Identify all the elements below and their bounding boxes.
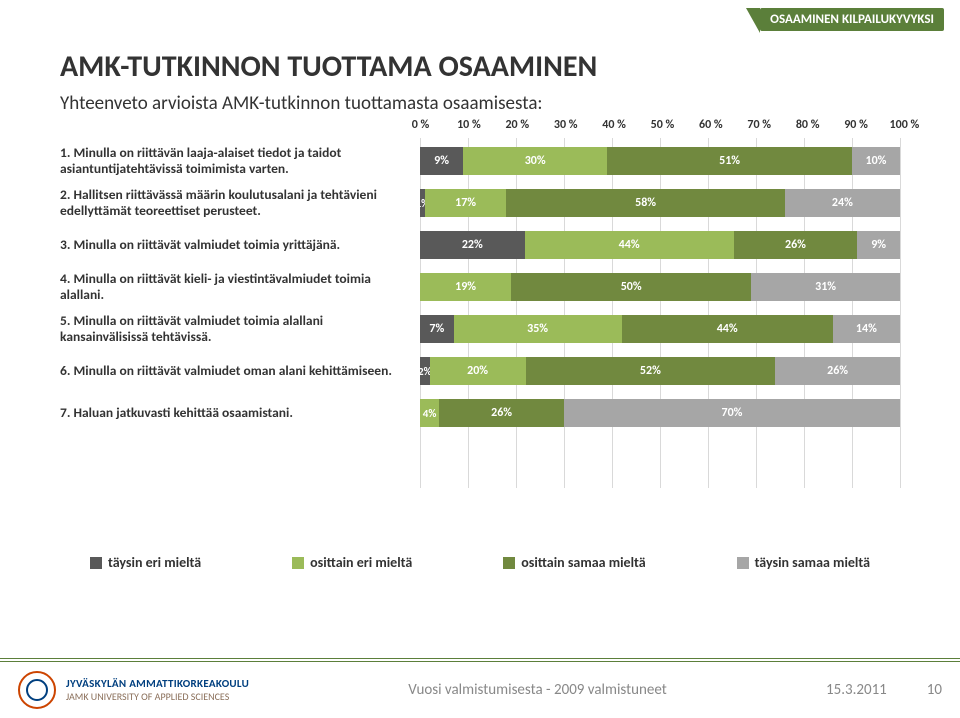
legend-item: osittain eri mieltä (292, 554, 412, 571)
slide: OSAAMINEN KILPAILUKYVYKSI AMK-TUTKINNON … (0, 0, 960, 718)
footer-org-line2: JAMK UNIVERSITY OF APPLIED SCIENCES (66, 691, 249, 702)
slide-subtitle: Yhteenveto arvioista AMK-tutkinnon tuott… (60, 92, 543, 115)
bar-segment: 26% (439, 399, 564, 427)
footer-org-name: JYVÄSKYLÄN AMMATTIKORKEAKOULU JAMK UNIVE… (66, 678, 249, 701)
stacked-bar-chart: 0 % 10 % 20 % 30 % 40 % 50 % 60 % 70 % 80 % 90 % 1… (60, 118, 900, 538)
x-axis-tick: 100 % (887, 118, 922, 138)
bar-segment: 9% (857, 231, 900, 259)
bar-segment: 14% (833, 315, 900, 343)
slide-footer: JYVÄSKYLÄN AMMATTIKORKEAKOULU JAMK UNIVE… (0, 658, 960, 718)
bar-segment: 52% (526, 357, 776, 385)
bar-segment: 31% (751, 273, 900, 301)
x-axis-tick: 50 % (645, 118, 680, 138)
footer-caption: Vuosi valmistumisesta - 2009 valmistunee… (408, 681, 666, 699)
bar-segment: 44% (525, 231, 734, 259)
x-axis-labels: 0 %10 %20 %30 %40 %50 %60 %70 %80 %90 %1… (420, 118, 900, 138)
bar-segment: 4% (420, 399, 439, 427)
legend-item: osittain samaa mieltä (503, 554, 645, 571)
bar-segment: 24% (785, 189, 900, 217)
bar-track: 2%20%52%26% (420, 357, 900, 385)
legend-item: täysin samaa mieltä (737, 554, 870, 571)
x-axis-tick: 40 % (597, 118, 632, 138)
legend-swatch (90, 557, 102, 569)
bar-segment: 51% (607, 147, 852, 175)
x-axis-tick: 10 % (451, 118, 486, 138)
x-axis-tick: 20 % (500, 118, 535, 138)
bar-segment: 44% (622, 315, 833, 343)
bar-segment: 19% (420, 273, 511, 301)
footer-logo-block: JYVÄSKYLÄN AMMATTIKORKEAKOULU JAMK UNIVE… (18, 671, 249, 709)
chart-row: 3. Minulla on riittävät valmiudet toimia… (60, 228, 900, 262)
bar-segment: 20% (430, 357, 526, 385)
footer-page-number: 10 (927, 681, 942, 699)
bar-segment: 2% (420, 357, 430, 385)
legend-label: täysin samaa mieltä (755, 554, 870, 571)
bar-track: 7%35%44%14% (420, 315, 900, 343)
bar-segment: 9% (420, 147, 463, 175)
row-label: 6. Minulla on riittävät valmiudet oman a… (60, 363, 420, 379)
legend-item: täysin eri mieltä (90, 554, 201, 571)
slide-title: AMK-TUTKINNON TUOTTAMA OSAAMINEN (60, 48, 597, 85)
chart-row: 2. Hallitsen riittävässä määrin koulutus… (60, 186, 900, 220)
header-badge: OSAAMINEN KILPAILUKYVYKSI (760, 8, 944, 31)
x-axis-tick: 60 % (693, 118, 728, 138)
bar-segment: 58% (506, 189, 784, 217)
bar-segment: 50% (511, 273, 751, 301)
footer-org-line1: JYVÄSKYLÄN AMMATTIKORKEAKOULU (66, 678, 249, 690)
row-label: 7. Haluan jatkuvasti kehittää osaamistan… (60, 405, 420, 421)
bar-segment: 26% (775, 357, 900, 385)
chart-row: 5. Minulla on riittävät valmiudet toimia… (60, 312, 900, 346)
bar-track: 1%17%58%24% (420, 189, 900, 217)
x-axis-tick: 70 % (742, 118, 777, 138)
legend-swatch (503, 557, 515, 569)
bar-track: 9%30%51%10% (420, 147, 900, 175)
x-axis-tick: 80 % (790, 118, 825, 138)
legend-swatch (737, 557, 749, 569)
bar-segment: 70% (564, 399, 900, 427)
bar-track: 22%44%26%9% (420, 231, 900, 259)
bar-track: 19%50%31% (420, 273, 900, 301)
jamk-logo-icon (18, 671, 56, 709)
legend-swatch (292, 557, 304, 569)
row-label: 2. Hallitsen riittävässä määrin koulutus… (60, 187, 420, 218)
x-axis-tick: 90 % (839, 118, 874, 138)
row-label: 5. Minulla on riittävät valmiudet toimia… (60, 313, 420, 344)
bar-segment: 26% (734, 231, 858, 259)
bar-track: 4%26%70% (420, 399, 900, 427)
bar-segment: 10% (852, 147, 900, 175)
chart-row: 1. Minulla on riittävän laaja-alaiset ti… (60, 144, 900, 178)
bar-segment: 7% (420, 315, 454, 343)
row-label: 4. Minulla on riittävät kieli- ja viesti… (60, 271, 420, 302)
chart-row: 4. Minulla on riittävät kieli- ja viesti… (60, 270, 900, 304)
legend-label: täysin eri mieltä (108, 554, 201, 571)
legend-label: osittain eri mieltä (310, 554, 412, 571)
chart-legend: täysin eri mieltä osittain eri mieltä osit… (90, 554, 870, 571)
x-axis-tick: 30 % (548, 118, 583, 138)
bar-segment: 30% (463, 147, 607, 175)
bar-segment: 17% (425, 189, 507, 217)
legend-label: osittain samaa mieltä (521, 554, 645, 571)
chart-row: 6. Minulla on riittävät valmiudet oman a… (60, 354, 900, 388)
footer-date: 15.3.2011 (826, 681, 887, 699)
row-label: 3. Minulla on riittävät valmiudet toimia… (60, 237, 420, 253)
chart-row: 7. Haluan jatkuvasti kehittää osaamistan… (60, 396, 900, 430)
bar-segment: 22% (420, 231, 525, 259)
chart-rows: 1. Minulla on riittävän laaja-alaiset ti… (60, 144, 900, 438)
bar-segment: 35% (454, 315, 622, 343)
row-label: 1. Minulla on riittävän laaja-alaiset ti… (60, 145, 420, 176)
x-axis-tick: 0 % (403, 118, 438, 138)
